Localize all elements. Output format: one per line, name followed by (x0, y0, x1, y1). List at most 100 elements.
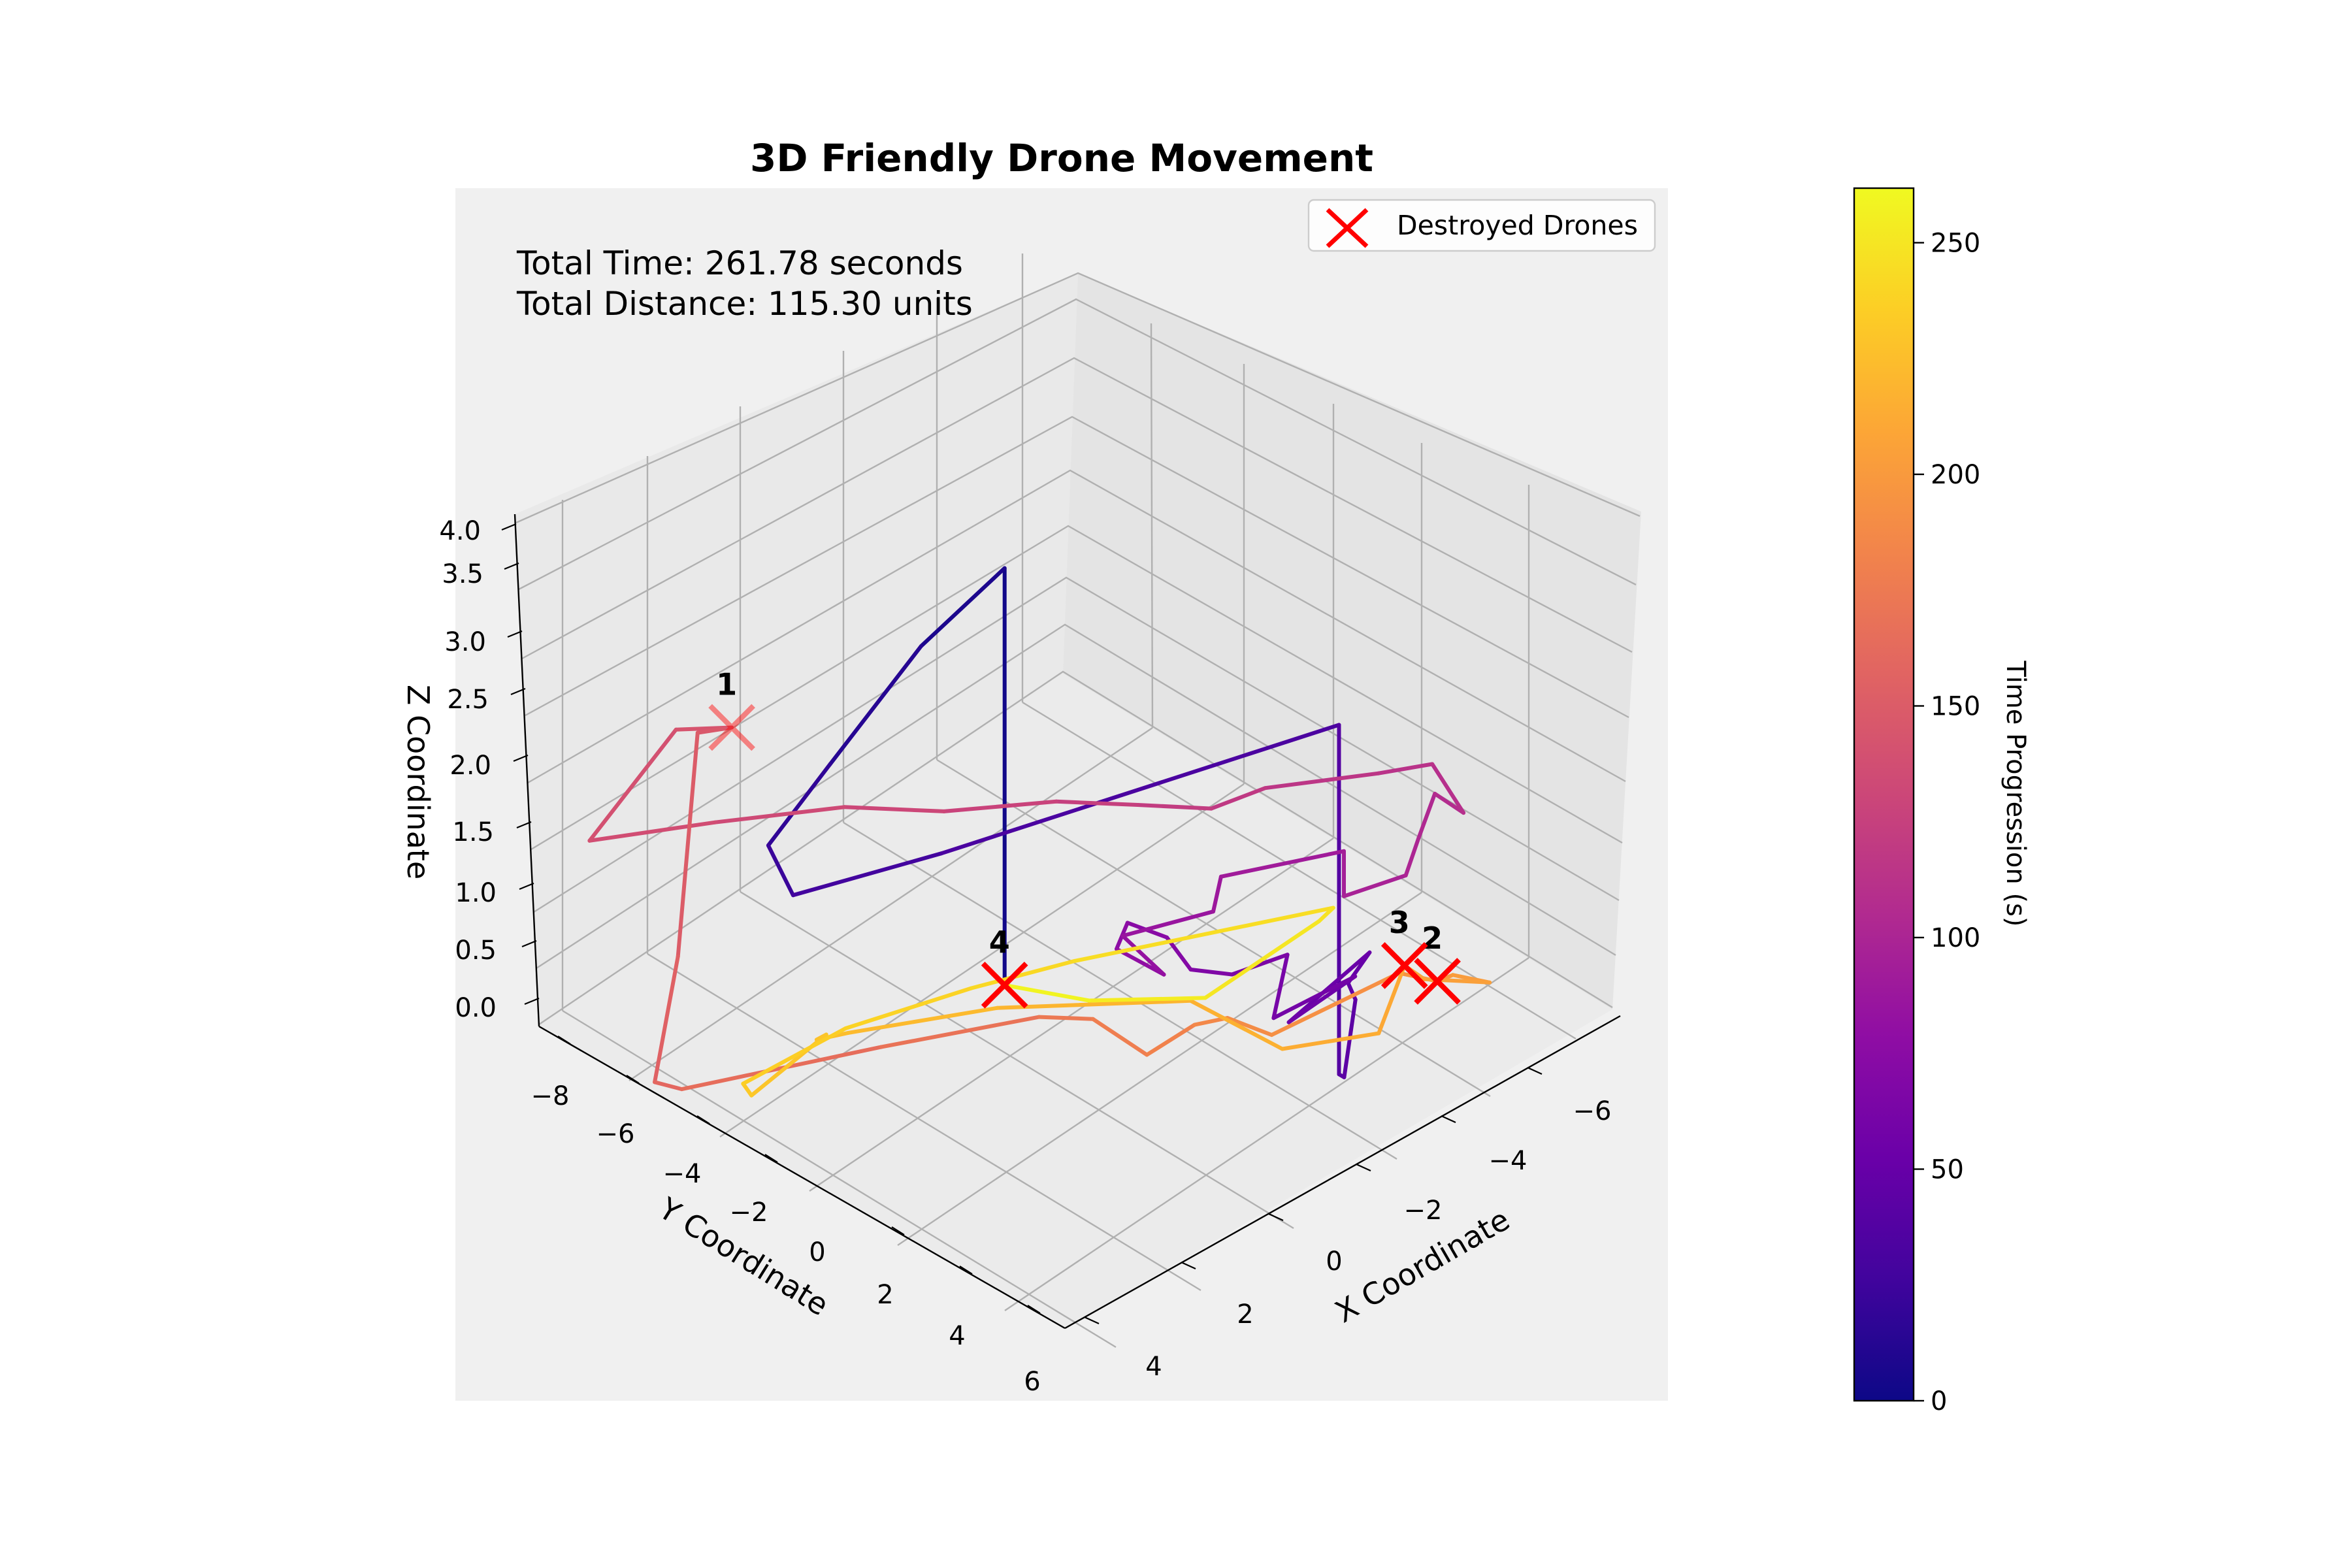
trajectory-segment (1433, 791, 1466, 815)
legend: Destroyed Drones (1307, 199, 1656, 252)
trajectory-segment (1209, 786, 1267, 811)
legend-x-marker-icon (1326, 208, 1369, 248)
trajectory-segment (842, 805, 946, 813)
colorbar-label: Time Progression (s) (2001, 660, 2031, 926)
trajectory-segment (791, 851, 943, 898)
trajectory-segment (741, 1026, 848, 1086)
z-tick-label: 0.5 (455, 936, 497, 966)
trajectory-segment (1072, 906, 1335, 963)
trajectory-segment (653, 1080, 684, 1092)
colorbar-tick-label: 150 (1931, 692, 1980, 722)
trajectory-segment (1120, 934, 1166, 977)
destroyed-drone-markers: 1 23 4 (708, 667, 1461, 1009)
colorbar-tick-label: 50 (1931, 1155, 1964, 1185)
drone-number-label: 3 (1389, 905, 1410, 940)
trajectory-segment (1120, 909, 1215, 938)
y-tick-label: 4 (949, 1321, 965, 1351)
colorbar-tick-label: 200 (1931, 460, 1980, 490)
drone-number-label: 4 (989, 924, 1010, 960)
z-tick-label: 0.0 (455, 993, 497, 1023)
drone-number-label: 2 (1422, 921, 1443, 956)
z-tick-label: 2.5 (447, 685, 489, 715)
trajectory-segment (1135, 803, 1214, 811)
trajectory-segment (1188, 968, 1234, 977)
trajectory-segment (1090, 1017, 1149, 1057)
trajectory-segment (1263, 771, 1380, 791)
trajectory-segment (1054, 799, 1140, 807)
trajectory-segment (695, 725, 734, 735)
y-tick-label: 6 (1024, 1367, 1040, 1397)
legend-label: Destroyed Drones (1397, 210, 1638, 241)
grid (515, 253, 1641, 1348)
y-tick-label: −6 (596, 1119, 635, 1149)
y-tick-labels: −8 −6 −4 −2 0 2 4 6 (531, 1081, 1041, 1397)
destroyed-drone-marker (1380, 942, 1428, 989)
trajectory-segment (846, 1005, 1000, 1035)
z-axis-label: Z Coordinate (400, 685, 436, 879)
trajectory-segment (1115, 947, 1166, 977)
trajectory-segment (587, 820, 717, 843)
trajectory-segment (741, 1081, 754, 1098)
trajectory-segment (1087, 996, 1207, 1003)
right-pane (1063, 273, 1641, 1009)
trajectory-segment (587, 727, 678, 843)
x-tick-labels: 4 2 0 −2 −4 −6 (1145, 1096, 1611, 1382)
trajectory-segment (919, 566, 1007, 649)
colorbar-tick-label: 250 (1931, 229, 1980, 259)
legend-box (1307, 199, 1656, 252)
trajectory-segment (941, 799, 1058, 813)
y-axis-line (538, 1025, 1066, 1330)
trajectory-segment (1269, 971, 1401, 1037)
trajectory-segment (1037, 1015, 1095, 1021)
z-tick-label: 3.0 (444, 627, 486, 657)
y-tick-label: −8 (531, 1081, 570, 1111)
tick-marks (501, 523, 1543, 1325)
trajectory-segment (713, 805, 847, 825)
trajectory-segment (1188, 998, 1284, 1051)
z-tick-label: 3.5 (442, 559, 483, 589)
z-tick-label: 2.0 (449, 751, 491, 781)
x-tick-label: 4 (1145, 1352, 1162, 1382)
trajectory-segment (1376, 762, 1435, 776)
trajectory-segment (766, 762, 832, 847)
trajectory-segment (1271, 974, 1358, 1021)
trajectory-segment (1145, 1022, 1197, 1057)
colorbar: 0 50 100 150 200 250 Time Progression (s) (1853, 187, 2031, 1416)
x-tick-label: 0 (1326, 1247, 1342, 1277)
trajectory-segment (653, 955, 680, 1085)
trajectory-segment (1203, 919, 1321, 1000)
trajectory-segment (679, 1045, 883, 1092)
chart-title: 3D Friendly Drone Movement (750, 136, 1373, 180)
trajectory-segment (939, 723, 1341, 856)
colorbar-tick-label: 0 (1931, 1386, 1947, 1416)
trajectory-segment (1218, 849, 1346, 879)
z-tick-labels: 0.0 0.5 1.0 1.5 2.0 2.5 3.0 3.5 4.0 (439, 516, 497, 1023)
y-tick-label: −2 (730, 1198, 768, 1228)
trajectory-segment (879, 1015, 1041, 1049)
trajectory-segment (1225, 1016, 1274, 1037)
total-distance-annotation: Total Distance: 115.30 units (516, 285, 973, 323)
drone-number-label: 1 (716, 667, 737, 702)
y-tick-label: −4 (663, 1159, 702, 1189)
trajectory-segment (766, 843, 795, 898)
trajectory-segment (995, 998, 1193, 1010)
trajectory-segment (1271, 953, 1290, 1021)
trajectory-segment (1416, 791, 1437, 841)
x-tick-label: −2 (1404, 1196, 1443, 1226)
z-tick-label: 4.0 (439, 516, 481, 546)
total-time-annotation: Total Time: 261.78 seconds (516, 244, 963, 282)
colorbar-tick-label: 100 (1931, 923, 1980, 953)
trajectory-segment (1342, 873, 1408, 898)
floor-pane (539, 674, 1612, 1328)
trajectory-segment (1316, 906, 1335, 923)
trajectory-segment (1002, 983, 1091, 1003)
trajectory-segment (676, 730, 700, 958)
y-tick-label: 0 (809, 1237, 825, 1267)
trajectory-segment (843, 986, 973, 1030)
trajectory-segment (1230, 953, 1290, 977)
x-tick-label: −6 (1573, 1096, 1612, 1126)
z-tick-label: 1.5 (452, 817, 494, 847)
trajectory-segment (969, 958, 1077, 990)
y-tick-label: 2 (877, 1280, 893, 1310)
